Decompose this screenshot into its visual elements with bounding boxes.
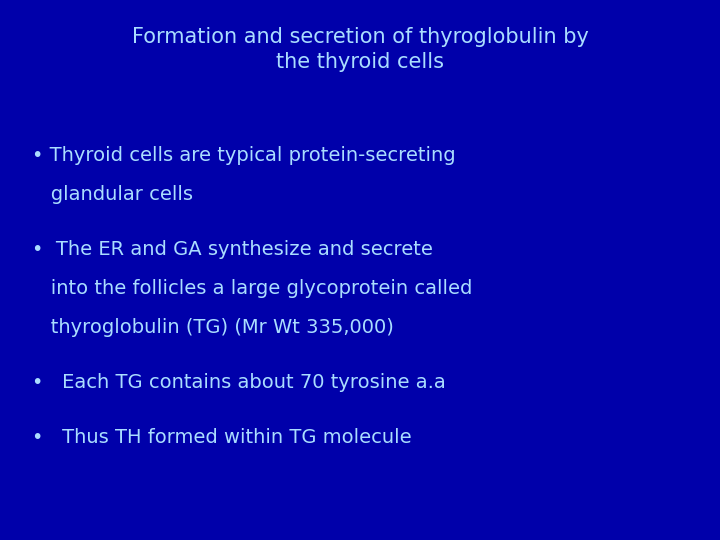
Text: glandular cells: glandular cells [32,185,194,204]
Text: Formation and secretion of thyroglobulin by
the thyroid cells: Formation and secretion of thyroglobulin… [132,27,588,72]
Text: into the follicles a large glycoprotein called: into the follicles a large glycoprotein … [32,279,473,298]
Text: •   Each TG contains about 70 tyrosine a.a: • Each TG contains about 70 tyrosine a.a [32,373,446,392]
Text: thyroglobulin (TG) (Mr Wt 335,000): thyroglobulin (TG) (Mr Wt 335,000) [32,318,395,336]
Text: •  The ER and GA synthesize and secrete: • The ER and GA synthesize and secrete [32,240,433,259]
Text: • Thyroid cells are typical protein-secreting: • Thyroid cells are typical protein-secr… [32,146,456,165]
Text: •   Thus TH formed within TG molecule: • Thus TH formed within TG molecule [32,428,412,447]
